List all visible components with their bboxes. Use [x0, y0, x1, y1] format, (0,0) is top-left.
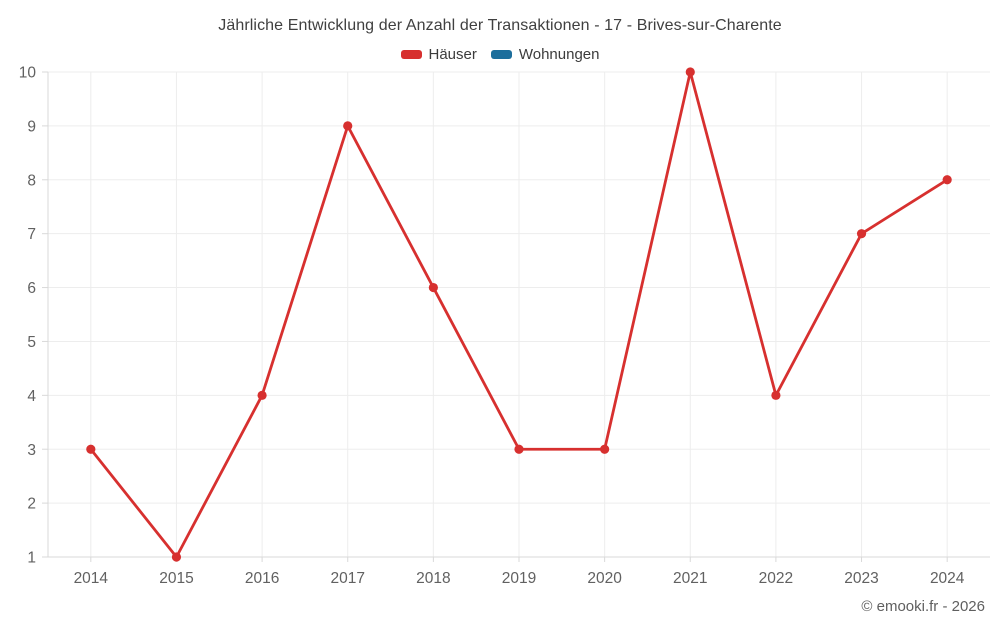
- data-point-häuser-2017[interactable]: [343, 121, 353, 131]
- y-tick-label: 2: [27, 496, 36, 513]
- y-tick-label: 6: [27, 280, 36, 297]
- data-point-häuser-2023[interactable]: [856, 229, 867, 239]
- x-tick-label: 2021: [673, 570, 707, 587]
- copyright-footer: © emooki.fr - 2026: [861, 598, 985, 615]
- data-point-häuser-2024[interactable]: [942, 175, 952, 185]
- y-tick-label: 9: [27, 118, 36, 135]
- x-tick-label: 2019: [502, 570, 536, 587]
- legend-label-haeuser: Häuser: [428, 46, 477, 63]
- y-tick-label: 4: [27, 388, 36, 405]
- chart-legend: Häuser Wohnungen: [0, 46, 1000, 63]
- data-point-häuser-2016[interactable]: [257, 390, 267, 400]
- data-point-häuser-2014[interactable]: [86, 444, 96, 454]
- y-tick-label: 7: [27, 226, 36, 243]
- legend-item-wohnungen[interactable]: Wohnungen: [490, 46, 600, 63]
- data-point-häuser-2021[interactable]: [685, 67, 695, 77]
- chart-title: Jährliche Entwicklung der Anzahl der Tra…: [218, 17, 782, 34]
- data-point-häuser-2015[interactable]: [171, 552, 182, 562]
- x-tick-label: 2016: [245, 570, 279, 587]
- x-tick-label: 2017: [330, 570, 364, 587]
- x-tick-label: 2018: [416, 570, 450, 587]
- data-point-häuser-2018[interactable]: [428, 282, 438, 293]
- x-tick-label: 2020: [587, 570, 622, 587]
- y-tick-label: 3: [27, 442, 36, 459]
- x-tick-label: 2015: [159, 570, 193, 587]
- y-tick-label: 10: [19, 65, 37, 82]
- y-tick-label: 8: [27, 172, 36, 189]
- data-point-häuser-2022[interactable]: [771, 390, 781, 400]
- x-tick-label: 2022: [759, 570, 793, 587]
- x-tick-label: 2014: [74, 570, 109, 587]
- x-tick-label: 2023: [844, 570, 878, 587]
- data-point-häuser-2019[interactable]: [514, 444, 524, 454]
- legend-item-haeuser[interactable]: Häuser: [400, 46, 477, 63]
- x-tick-label: 2024: [930, 570, 965, 587]
- legend-marker-wohnungen-icon: [490, 50, 512, 59]
- data-point-häuser-2020[interactable]: [600, 444, 610, 454]
- y-tick-label: 5: [27, 334, 36, 351]
- legend-marker-haeuser-icon: [400, 50, 422, 59]
- legend-label-wohnungen: Wohnungen: [518, 46, 600, 63]
- y-tick-label: 1: [27, 550, 36, 567]
